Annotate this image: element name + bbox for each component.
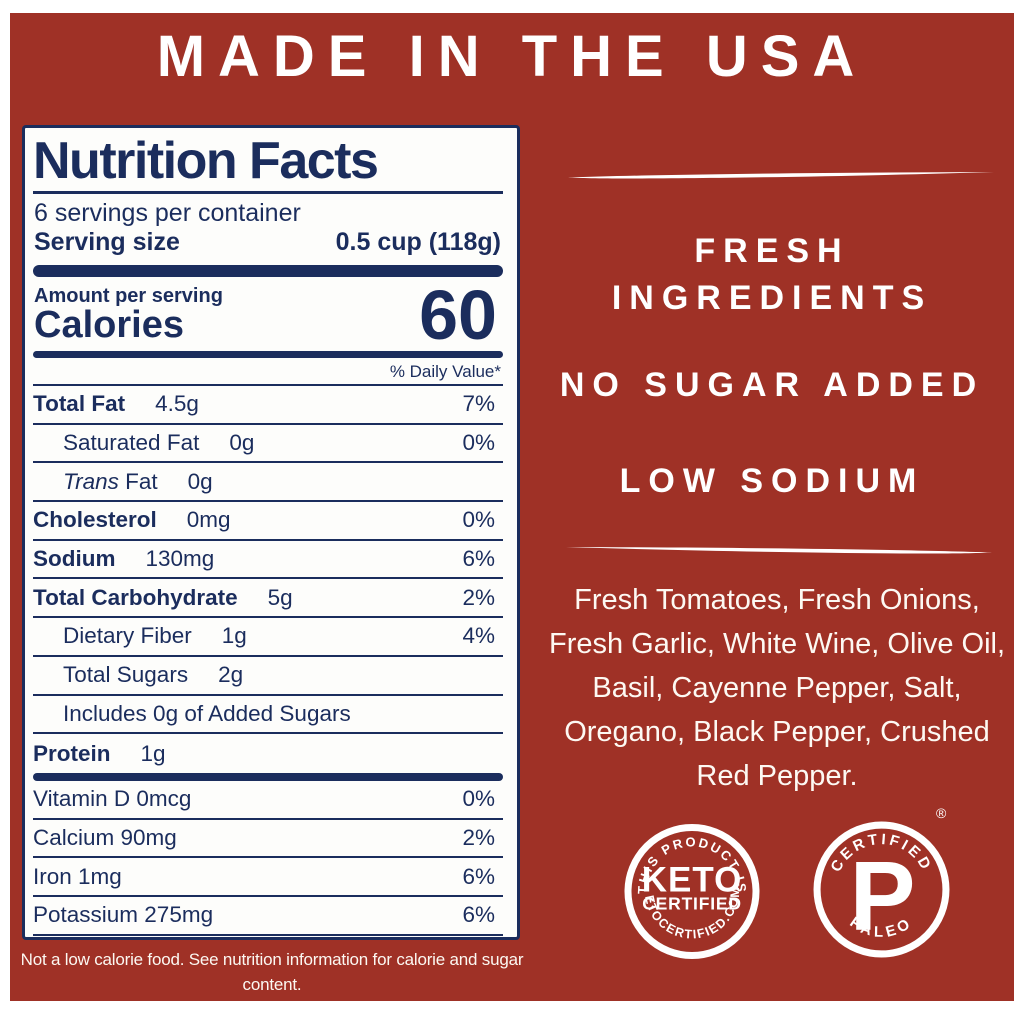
nutrient-row: Cholesterol 0mg 0%: [33, 502, 503, 541]
nutrient-daily-value: 4%: [462, 623, 495, 649]
calories-label: Calories: [34, 304, 184, 346]
paleo-badge-ring: [813, 821, 950, 958]
nutrient-amount: 0mg: [186, 507, 231, 533]
keto-badge-ring: [624, 824, 760, 959]
nutrient-daily-value: 2%: [462, 584, 495, 610]
registered-trademark-icon: ®: [936, 805, 947, 821]
nutrient-amount: 130mg: [145, 546, 215, 572]
keto-badge-sub-text: CERTIFIED: [642, 894, 742, 914]
nutrient-row: Includes 0g of Added Sugars: [33, 696, 503, 735]
nutrient-row: Total Fat 4.5g 7%: [33, 386, 503, 425]
keto-certified-badge: THIS PRODUCT IS KETO CERTIFIED KETOCERTI…: [622, 821, 760, 959]
nutrient-row: Dietary Fiber 1g 4%: [33, 618, 503, 657]
daily-value-rule: [33, 384, 503, 386]
nutrient-row: Calcium 90mg 2%: [33, 820, 503, 859]
nutrition-facts-title: Nutrition Facts: [33, 132, 379, 190]
nutrient-row: Potassium 275mg 6%: [33, 897, 503, 936]
nutrient-daily-value: 0%: [462, 507, 495, 533]
nutrient-name: Total Sugars: [63, 662, 189, 688]
nutrient-row: Total Carbohydrate 5g 2%: [33, 579, 503, 619]
nutrient-name: Total Carbohydrate: [33, 584, 238, 610]
nutrient-row: Total Sugars 2g: [33, 657, 503, 696]
nutrient-amount: 0g: [187, 468, 213, 494]
serving-size-value: 0.5 cup (118g): [335, 228, 501, 256]
nutrient-name: Cholesterol: [33, 507, 157, 533]
nutrient-daily-value: 7%: [462, 391, 495, 417]
nutrient-name: Iron 1mg: [33, 863, 122, 889]
nutrient-amount: 2g: [218, 662, 244, 688]
nutrient-name: Protein: [33, 740, 111, 766]
keto-badge-main-text: KETO: [642, 861, 743, 900]
nutrient-amount: 1g: [140, 740, 166, 766]
nutrient-name: Total Fat: [33, 391, 126, 417]
brush-stroke-bottom: [566, 547, 992, 554]
nutrient-name: Potassium 275mg: [33, 902, 214, 928]
nutrient-row: Sodium 130mg 6%: [33, 541, 503, 580]
nutrient-name: Includes 0g of Added Sugars: [63, 700, 351, 726]
servings-per-container: 6 servings per container: [34, 199, 301, 227]
nutrient-amount: 4.5g: [155, 391, 199, 417]
nutrient-row: Trans Fat 0g: [33, 463, 503, 503]
amount-per-serving-label: Amount per serving: [34, 285, 223, 307]
claim-text: FRESH INGREDIENTS: [611, 232, 933, 317]
medium-divider-bar: [33, 351, 503, 358]
nutrient-daily-value: 0%: [462, 786, 495, 812]
claim-text: NO SUGAR ADDED: [559, 366, 985, 404]
thick-divider-bar: [33, 265, 503, 277]
nutrient-name: Calcium 90mg: [33, 825, 177, 851]
thick-divider-bar-bottom: [33, 773, 503, 781]
nutrient-daily-value: 2%: [462, 825, 495, 851]
certified-paleo-badge: CERTIFIED P PALEO: [813, 821, 950, 958]
nutrient-name: Dietary Fiber: [63, 623, 192, 649]
nutrient-daily-value: 6%: [462, 902, 495, 928]
serving-size-label: Serving size: [34, 228, 180, 256]
nutrient-amount: 1g: [221, 623, 247, 649]
nutrient-name: Trans Fat: [63, 468, 158, 494]
brush-stroke-top: [568, 172, 994, 179]
made-in-usa-heading: MADE IN THE USA: [156, 24, 868, 89]
label-footnote: Not a low calorie food. See nutrition in…: [20, 950, 524, 994]
nutrient-name: Sodium: [33, 546, 116, 572]
ingredients-text: Fresh Tomatoes, Fresh Onions, Fresh Garl…: [548, 584, 1006, 792]
micronutrient-rows: Vitamin D 0mcg 0% Calcium 90mg 2% Iron 1mg 6%…: [33, 781, 503, 936]
claims-list: FRESH INGREDIENTS NO SUGAR ADDED LOW SODIU…: [552, 0, 992, 560]
title-rule: [33, 191, 503, 194]
daily-value-header: % Daily Value*: [389, 362, 501, 381]
nutrient-amount: 0g: [229, 430, 255, 456]
nutrition-facts-panel: Nutrition Facts 6 servings per container…: [22, 125, 520, 940]
nutrient-row: Vitamin D 0mcg 0%: [33, 781, 503, 820]
claim-text: LOW SODIUM: [619, 462, 925, 500]
nutrient-rows: Total Fat 4.5g 7% Saturated Fat 0g 0% Trans Fa…: [33, 386, 503, 773]
nutrient-daily-value: 6%: [462, 546, 495, 572]
serving-size-row: Serving size 0.5 cup (118g): [34, 228, 501, 257]
nutrient-name: Saturated Fat: [63, 430, 200, 456]
calories-value: 60: [419, 276, 497, 354]
nutrient-row: Saturated Fat 0g 0%: [33, 425, 503, 464]
nutrient-row: Iron 1mg 6%: [33, 858, 503, 898]
nutrient-row: Protein 1g: [33, 734, 503, 773]
paleo-badge-letter: P: [850, 841, 916, 951]
nutrient-amount: 5g: [267, 584, 293, 610]
nutrient-daily-value: 6%: [462, 863, 495, 889]
nutrient-name: Vitamin D 0mcg: [33, 786, 192, 812]
nutrient-daily-value: 0%: [462, 430, 495, 456]
